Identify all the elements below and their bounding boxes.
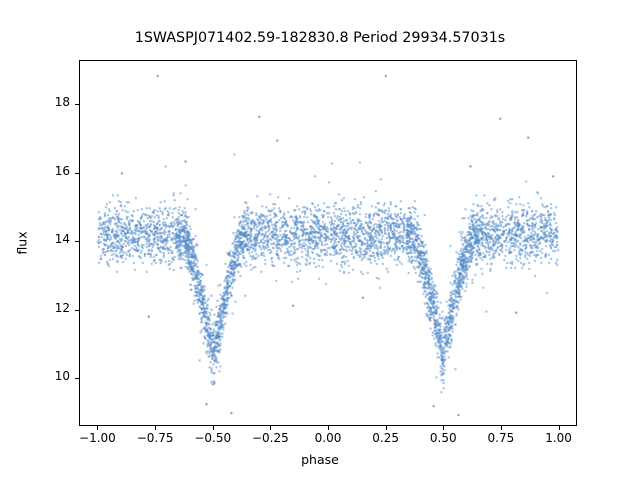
- x-tick-mark: [212, 426, 214, 430]
- x-tick-label: −1.00: [79, 431, 116, 445]
- x-tick-mark: [155, 426, 157, 430]
- y-axis-label: flux: [14, 231, 30, 255]
- y-tick-mark: [75, 309, 79, 311]
- x-tick-label: 0.75: [487, 431, 515, 445]
- x-tick-mark: [558, 426, 560, 430]
- x-tick-mark: [328, 426, 329, 430]
- x-tick-label: −0.75: [136, 431, 174, 445]
- x-tick-label: −0.25: [251, 431, 289, 445]
- y-tick-mark: [75, 172, 79, 174]
- x-tick-label: −0.50: [194, 431, 232, 445]
- y-tick-mark: [75, 241, 79, 243]
- x-axis-label: phase: [301, 452, 339, 467]
- x-tick-label: 0.50: [429, 431, 457, 445]
- y-tick-mark: [75, 378, 79, 380]
- x-tick-mark: [385, 426, 387, 430]
- scatter-plot-canvas: [80, 61, 576, 425]
- x-tick-label: 0.00: [314, 431, 342, 445]
- page-title: 1SWASPJ071402.59-182830.8 Period 29934.5…: [134, 30, 506, 46]
- x-tick-mark: [500, 426, 502, 430]
- x-tick-mark: [270, 426, 272, 430]
- x-tick-label: 0.25: [372, 431, 399, 445]
- x-tick-label: 1.00: [545, 431, 572, 445]
- y-tick-mark: [75, 104, 79, 106]
- x-tick-mark: [443, 426, 445, 430]
- plot-axes-frame: [79, 60, 577, 426]
- x-tick-mark: [97, 426, 99, 430]
